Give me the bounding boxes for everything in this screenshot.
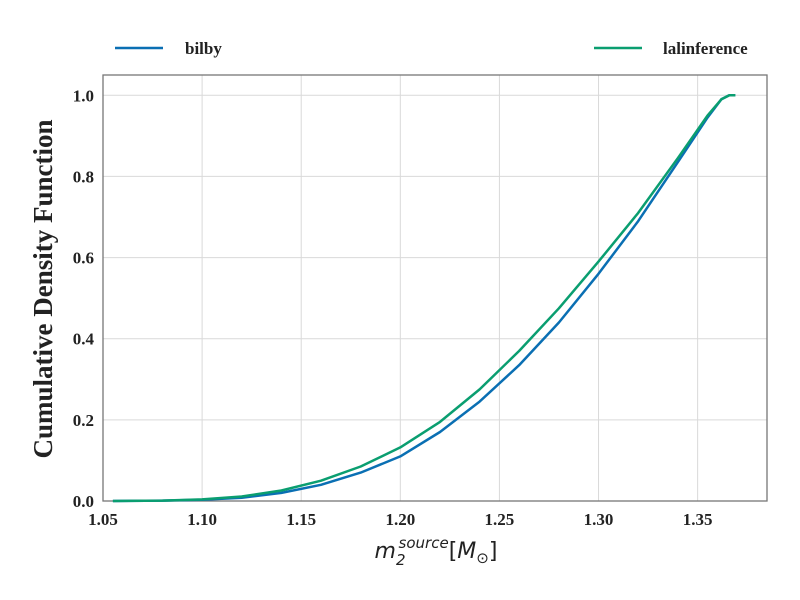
x-tick-label: 1.25 xyxy=(485,510,515,529)
series-line-lalinference xyxy=(112,94,736,503)
y-tick-label: 0.4 xyxy=(73,330,95,349)
x-tick-label: 1.35 xyxy=(683,510,713,529)
y-tick-labels: 0.0 0.2 0.4 0.6 0.8 1.0 xyxy=(73,86,95,511)
x-tick-label: 1.15 xyxy=(286,510,316,529)
x-tick-label: 1.05 xyxy=(88,510,118,529)
y-tick-label: 0.6 xyxy=(73,249,94,268)
y-tick-label: 0.2 xyxy=(73,411,94,430)
x-tick-label: 1.10 xyxy=(187,510,217,529)
y-tick-label: 0.0 xyxy=(73,492,94,511)
x-tick-labels: 1.05 1.10 1.15 1.20 1.25 1.30 1.35 xyxy=(88,510,712,529)
legend-label-bilby: bilby xyxy=(185,39,222,58)
x-axis-label: m2source[M⊙] xyxy=(375,534,498,569)
x-tick-label: 1.30 xyxy=(584,510,614,529)
series-line-bilby xyxy=(112,94,736,503)
y-tick-label: 0.8 xyxy=(73,167,94,186)
legend: bilby lalinference xyxy=(115,39,748,58)
series-layer xyxy=(112,94,736,503)
y-tick-label: 1.0 xyxy=(73,86,94,105)
plot-frame xyxy=(102,74,768,502)
y-axis-label: Cumulative Density Function xyxy=(28,119,58,458)
x-tick-label: 1.20 xyxy=(385,510,415,529)
legend-label-lalinference: lalinference xyxy=(663,39,748,58)
grid-lines xyxy=(102,75,767,502)
